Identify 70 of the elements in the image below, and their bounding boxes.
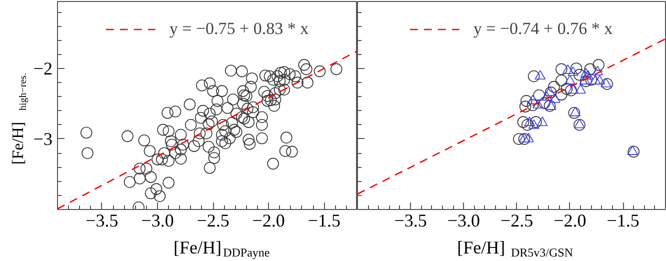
x-tick-label: −3.5 [394, 210, 427, 230]
legend-label: y = −0.74 + 0.76 * x [473, 19, 613, 39]
point [528, 70, 540, 82]
point [528, 119, 540, 129]
point [556, 74, 568, 86]
y-tick-label: −3 [33, 128, 53, 149]
point [627, 146, 638, 155]
x-tick-label: −3.0 [141, 210, 174, 230]
point [570, 106, 581, 116]
point [574, 119, 586, 131]
x-tick-label: −3.5 [86, 210, 118, 230]
point [550, 93, 560, 103]
point [518, 132, 530, 142]
x-tick-label: −2.0 [554, 210, 586, 230]
x-tick-label: −2.0 [252, 210, 285, 230]
point [580, 68, 592, 78]
point [518, 133, 530, 145]
point [584, 63, 596, 76]
point [562, 64, 574, 74]
point [594, 75, 606, 84]
x-tick-label: −2.5 [500, 210, 534, 230]
point [532, 98, 544, 108]
point [544, 86, 557, 98]
x-tick-label: −1.5 [606, 210, 640, 230]
point [592, 59, 604, 71]
point [568, 107, 580, 119]
point [517, 116, 530, 128]
point [533, 89, 546, 102]
point [601, 78, 613, 90]
point [592, 66, 603, 76]
point [575, 84, 586, 94]
point [574, 68, 586, 81]
point [556, 88, 568, 100]
point [568, 66, 578, 76]
y-tick-label: −2 [33, 58, 53, 78]
point [556, 63, 568, 76]
x-tick-label: −1.5 [308, 210, 340, 230]
x-axis-title: [Fe/H]DR5v3/GSN [457, 238, 574, 260]
point [574, 118, 585, 128]
point [548, 80, 560, 93]
point [579, 75, 590, 84]
point [522, 119, 534, 131]
point [536, 116, 548, 126]
point [590, 75, 601, 84]
point [534, 70, 546, 80]
point [560, 83, 573, 95]
point [564, 75, 576, 84]
point [541, 91, 552, 101]
point [526, 99, 539, 112]
point [523, 132, 534, 142]
point [538, 97, 550, 109]
point [568, 84, 578, 94]
point [519, 100, 532, 112]
point [582, 70, 594, 80]
point [580, 75, 592, 88]
y-axis-title: [Fe/H]high−res. [10, 72, 29, 164]
legend-label: y = −0.75 + 0.83 * x [169, 19, 309, 39]
point [524, 116, 535, 126]
x-tick-label: −2.5 [196, 210, 230, 230]
point [628, 146, 640, 158]
x-tick-label: −3.0 [447, 210, 480, 230]
point [520, 95, 532, 107]
point [530, 116, 542, 128]
point [527, 94, 538, 104]
point [585, 74, 598, 86]
point [570, 62, 582, 74]
point [565, 84, 577, 96]
point [600, 78, 612, 88]
point [544, 86, 556, 96]
point [513, 133, 525, 145]
